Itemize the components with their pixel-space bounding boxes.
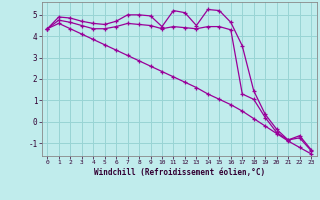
X-axis label: Windchill (Refroidissement éolien,°C): Windchill (Refroidissement éolien,°C) [94,168,265,177]
